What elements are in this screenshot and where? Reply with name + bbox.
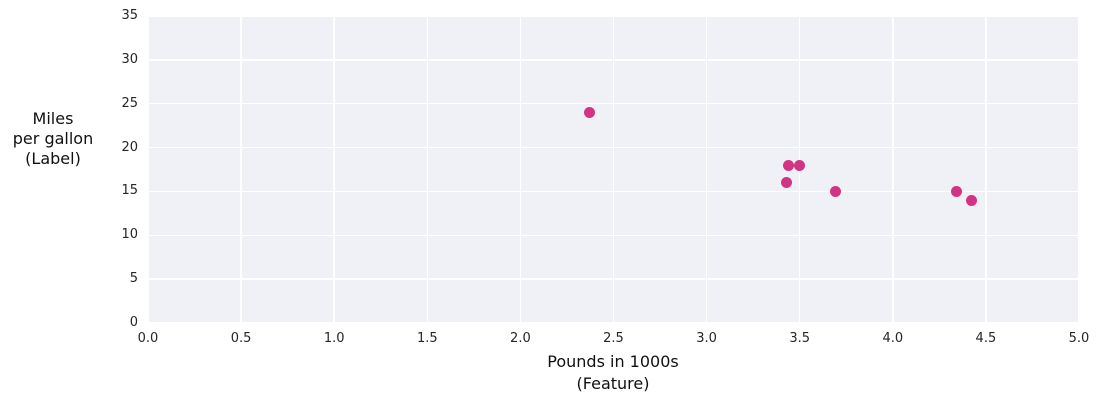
- gridline-vertical: [705, 16, 708, 323]
- scatter-point: [781, 177, 793, 189]
- scatter-point: [783, 159, 795, 171]
- gridline-horizontal: [148, 190, 1079, 193]
- x-axis-label-line: (Feature): [576, 374, 650, 393]
- gridline-horizontal: [148, 59, 1079, 61]
- y-axis-label-line: per gallon: [12, 129, 94, 148]
- x-tick-label: 0.0: [137, 331, 159, 346]
- scatter-point: [829, 185, 841, 197]
- gridline-vertical: [892, 16, 894, 323]
- y-tick-label: 35: [121, 8, 138, 23]
- gridline-vertical: [333, 16, 335, 323]
- scatter-point: [794, 159, 806, 171]
- x-tick-label: 1.5: [416, 331, 438, 346]
- y-tick-label: 15: [121, 183, 138, 199]
- plot-area: [147, 15, 1080, 324]
- scatter-point: [950, 185, 962, 197]
- y-tick-label: 5: [129, 271, 138, 287]
- y-tick-label: 30: [121, 51, 138, 67]
- gridline-horizontal: [148, 322, 1079, 324]
- gridline-horizontal: [148, 102, 1079, 105]
- y-axis-label-line: Miles: [32, 109, 74, 128]
- y-tick-label: 25: [121, 95, 138, 111]
- gridline-vertical: [147, 16, 149, 323]
- y-tick-label: 20: [121, 139, 138, 155]
- x-tick-label: 3.5: [789, 331, 811, 346]
- gridline-vertical: [240, 16, 242, 323]
- gridline-horizontal: [148, 278, 1079, 280]
- gridline-vertical: [426, 16, 429, 323]
- x-tick-label: 2.5: [603, 331, 624, 346]
- y-tick-label: 10: [121, 227, 138, 243]
- x-axis-label-line: Pounds in 1000s: [547, 352, 679, 371]
- x-tick-label: 4.5: [975, 331, 997, 346]
- scatter-point: [965, 194, 977, 206]
- gridline-horizontal: [148, 15, 1079, 17]
- gridline-vertical: [985, 16, 987, 323]
- x-tick-label: 4.0: [882, 331, 904, 346]
- x-tick-label: 1.0: [323, 331, 345, 346]
- scatter-point: [583, 106, 595, 118]
- x-tick-label: 0.5: [230, 331, 252, 346]
- x-tick-label: 3.0: [696, 331, 717, 346]
- gridline-vertical: [612, 16, 615, 323]
- y-tick-label: 0: [129, 315, 138, 330]
- gridline-horizontal: [148, 234, 1079, 237]
- x-tick-label: 2.0: [510, 331, 531, 346]
- gridline-vertical: [1078, 16, 1080, 323]
- x-axis-label: Pounds in 1000s (Feature): [547, 351, 678, 395]
- y-axis-label-line: (Label): [25, 149, 81, 168]
- y-axis-label: Miles per gallon (Label): [13, 109, 93, 169]
- x-tick-label: 5.0: [1068, 331, 1090, 346]
- gridline-horizontal: [148, 146, 1079, 149]
- gridline-vertical: [519, 16, 522, 323]
